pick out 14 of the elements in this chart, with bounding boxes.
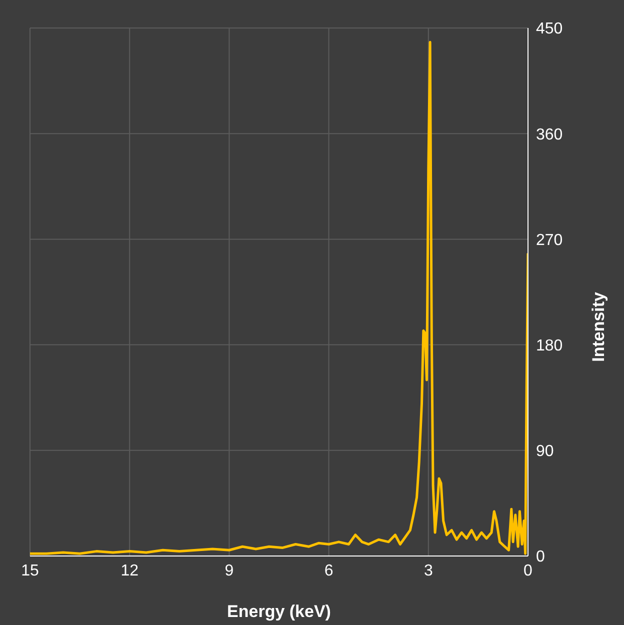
x-tick-label: 12 [120,562,139,580]
y-tick-label: 360 [536,126,563,144]
y-tick-label: 90 [536,443,554,460]
y-tick-label: 270 [536,232,563,249]
x-tick-label: 3 [424,562,433,580]
y-tick-label: 0 [536,548,545,566]
y-tick-label: 450 [536,20,563,38]
x-axis-title: Energy (keV) [227,602,331,621]
x-tick-label: 0 [524,562,533,580]
y-axis-title: Intensity [589,291,608,362]
x-tick-label: 9 [224,562,234,580]
x-tick-label: 6 [324,562,334,580]
y-tick-label: 180 [536,337,563,354]
x-tick-label: 15 [21,562,39,580]
